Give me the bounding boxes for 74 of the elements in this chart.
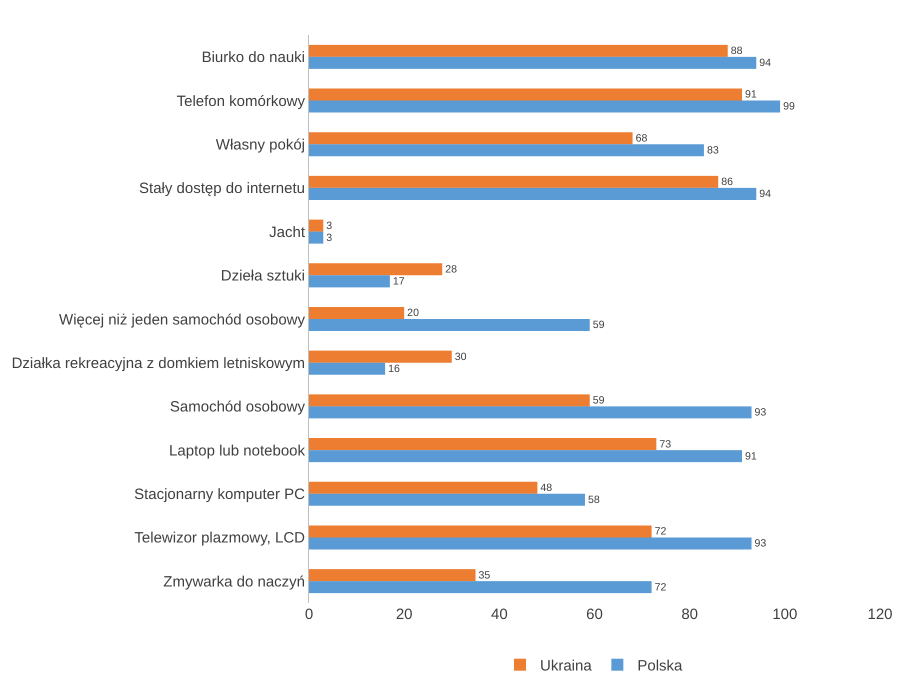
- y-tick-label: Jacht: [269, 224, 306, 241]
- bar: [309, 362, 386, 375]
- data-label: 88: [730, 45, 743, 58]
- bar: [309, 44, 728, 57]
- data-label: 20: [407, 307, 420, 320]
- data-label: 83: [706, 144, 719, 156]
- x-tick-label: 0: [304, 606, 314, 623]
- data-label: 48: [540, 482, 552, 494]
- x-tick-label: 20: [396, 606, 413, 623]
- x-tick-label: 40: [490, 606, 508, 623]
- bar: [309, 100, 780, 113]
- bar: [309, 188, 756, 200]
- legend-label: Ukraina: [540, 658, 592, 675]
- bar: [309, 406, 752, 418]
- y-tick-label: Zmywarka do naczyń: [163, 573, 305, 590]
- data-label: 59: [592, 394, 605, 407]
- bar: [309, 350, 452, 363]
- data-label: 58: [588, 494, 600, 506]
- bar: [309, 438, 656, 450]
- data-label: 99: [783, 100, 795, 113]
- data-label: 93: [754, 406, 766, 419]
- y-tick-label: Samochód osobowy: [170, 398, 306, 416]
- bar: [309, 132, 633, 144]
- y-tick-label: Stacjonarny komputer PC: [134, 486, 306, 504]
- legend-label: Polska: [637, 658, 684, 675]
- bar: [309, 581, 652, 594]
- data-label: 72: [654, 581, 666, 594]
- y-tick-label: Laptop lub notebook: [169, 442, 306, 460]
- data-label: 94: [759, 57, 772, 70]
- data-label: 93: [754, 538, 766, 550]
- bar: [309, 525, 652, 538]
- bar: [309, 88, 742, 101]
- data-label: 91: [745, 88, 757, 101]
- y-tick-label: Telewizor plazmowy, LCD: [134, 530, 306, 547]
- y-tick-label: Działka rekreacyjna z domkiem letniskowym: [12, 354, 305, 372]
- data-label: 3: [326, 232, 332, 244]
- y-tick-label: Telefon komórkowy: [176, 92, 306, 110]
- bar: [309, 232, 324, 244]
- data-label: 94: [759, 188, 772, 200]
- x-tick-label: 100: [772, 606, 798, 623]
- bar: [309, 319, 590, 332]
- bar: [309, 176, 718, 188]
- bar: [309, 394, 590, 406]
- bar: [309, 220, 324, 232]
- data-label: 30: [454, 350, 467, 363]
- bar: [309, 275, 390, 288]
- data-label: 3: [326, 220, 332, 232]
- x-tick-label: 80: [681, 606, 698, 623]
- x-tick-label: 60: [586, 606, 603, 623]
- data-label: 16: [388, 362, 400, 375]
- bar: [309, 537, 752, 550]
- data-label: 17: [392, 275, 405, 288]
- y-tick-label: Dzieła sztuki: [220, 268, 305, 285]
- data-label: 91: [745, 450, 757, 462]
- data-label: 28: [445, 263, 458, 276]
- data-label: 35: [478, 569, 490, 582]
- data-label: 68: [636, 132, 648, 144]
- bar: [309, 569, 476, 582]
- y-tick-label: Biurko do nauki: [202, 49, 305, 66]
- bar: [309, 144, 704, 156]
- bar: [309, 494, 585, 506]
- y-tick-label: Własny pokój: [216, 136, 305, 154]
- bar: [309, 450, 742, 462]
- data-label: 72: [654, 526, 666, 538]
- x-tick-label: 120: [867, 606, 893, 623]
- data-label: 86: [721, 176, 734, 188]
- bar: [309, 482, 538, 494]
- bar: [309, 306, 404, 319]
- data-label: 59: [592, 319, 605, 332]
- y-tick-label: Więcej niż jeden samochód osobowy: [59, 311, 306, 328]
- bar: [309, 263, 442, 276]
- data-label: 73: [659, 438, 672, 450]
- y-tick-label: Stały dostęp do internetu: [139, 180, 305, 198]
- bar: [309, 56, 756, 69]
